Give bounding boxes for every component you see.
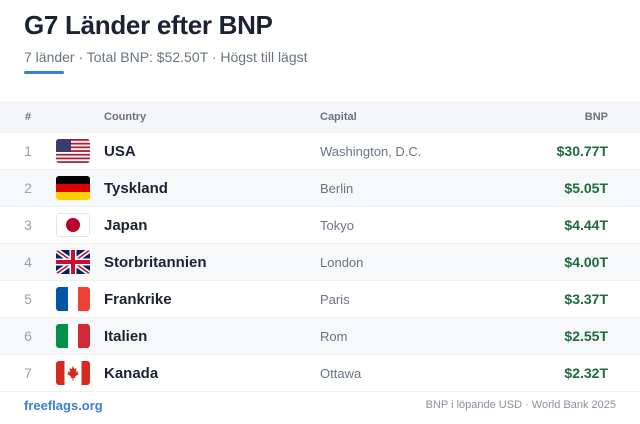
capital: Washington, D.C. (320, 133, 496, 170)
table: # Country Capital BNP 1 USA Washington, … (0, 101, 640, 392)
row: 4 Storbritannien London $4.00T (0, 243, 640, 281)
capital: Rom (320, 317, 496, 355)
rank: 2 (0, 169, 56, 207)
row: 7 Kanada Ottawa $2.32T (0, 354, 640, 392)
flag (56, 250, 90, 274)
flag (56, 139, 90, 163)
bnp: $30.77T (495, 133, 640, 170)
country: Italien (104, 317, 320, 355)
title: G7 Länder efter BNP (24, 10, 273, 40)
rank: 5 (0, 280, 56, 318)
bnp: $4.44T (495, 206, 640, 244)
country: Storbritannien (104, 243, 320, 281)
country: USA (104, 133, 320, 170)
country: Kanada (104, 354, 320, 392)
capital: Berlin (320, 169, 496, 207)
footnote: BNP i löpande USD · World Bank 2025 (425, 399, 616, 411)
column-header: Country (104, 101, 320, 133)
country: Frankrike (104, 280, 320, 318)
column-header: # (0, 101, 56, 133)
country: Japan (104, 206, 320, 244)
flag (56, 176, 90, 200)
flag (56, 324, 90, 348)
rank: 6 (0, 317, 56, 355)
rank: 4 (0, 243, 56, 281)
bnp: $3.37T (495, 280, 640, 318)
flag (56, 213, 90, 237)
column-header: Capital (320, 101, 496, 133)
rank: 7 (0, 354, 56, 392)
subtitle: 7 länder · Total BNP: $52.50T · Högst ti… (24, 49, 308, 65)
flag (56, 361, 90, 385)
bnp: $5.05T (495, 169, 640, 207)
capital: Tokyo (320, 206, 496, 244)
bnp: $2.55T (495, 317, 640, 355)
row: 3 Japan Tokyo $4.44T (0, 206, 640, 244)
capital: Ottawa (320, 354, 496, 392)
capital: Paris (320, 280, 496, 318)
header-row: # Country Capital BNP (0, 101, 640, 133)
row: 2 Tyskland Berlin $5.05T (0, 169, 640, 207)
rank: 1 (0, 133, 56, 170)
accent-bar (24, 71, 64, 74)
row: 1 USA Washington, D.C. $30.77T (0, 133, 640, 170)
source-link[interactable]: freeflags.org (24, 398, 103, 413)
column-header: BNP (495, 101, 640, 133)
flag (56, 287, 90, 311)
column-header-spacer (56, 101, 104, 133)
row: 5 Frankrike Paris $3.37T (0, 280, 640, 318)
bnp: $2.32T (495, 354, 640, 392)
rank: 3 (0, 206, 56, 244)
country: Tyskland (104, 169, 320, 207)
bnp: $4.00T (495, 243, 640, 281)
capital: London (320, 243, 496, 281)
row: 6 Italien Rom $2.55T (0, 317, 640, 355)
